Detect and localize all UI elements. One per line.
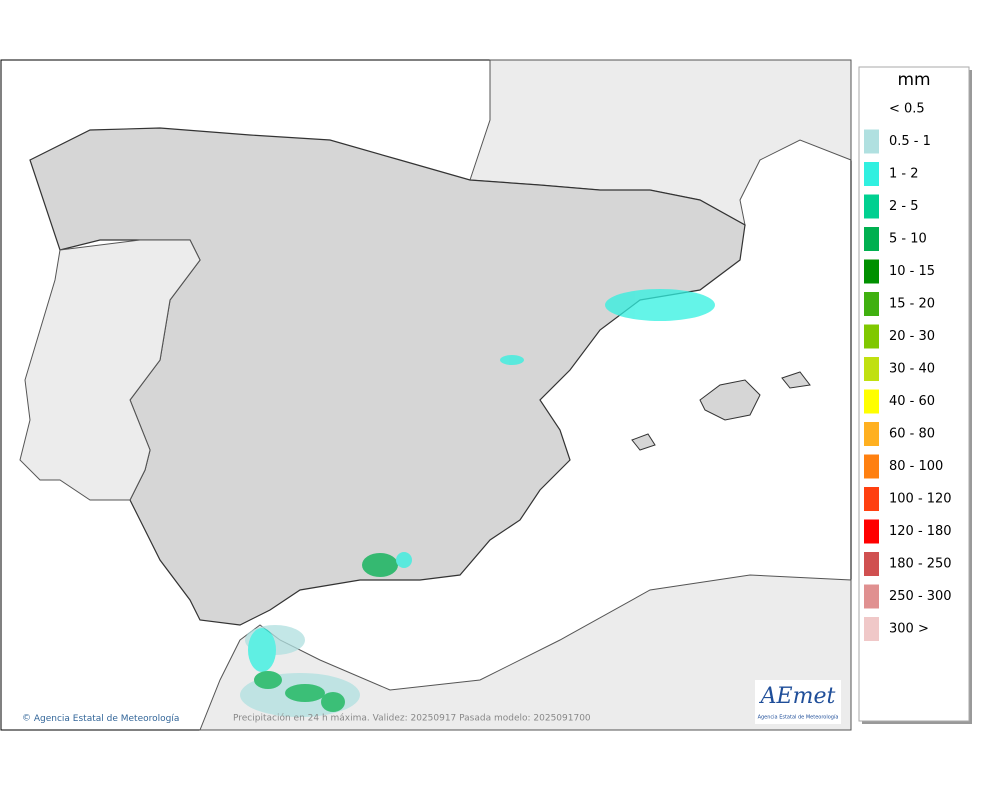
legend-label: 80 - 100 [889,459,943,474]
mallorca [699,379,761,421]
precip-area [254,671,282,689]
legend-swatch [864,389,879,414]
legend-label: 2 - 5 [889,199,919,214]
legend-swatch [864,519,879,544]
legend-label: 1 - 2 [889,167,919,182]
legend-swatch [864,292,879,316]
legend-label: < 0.5 [889,102,925,117]
logo: AEmet [759,684,836,709]
legend: mm < 0.5 0.5 - 1 1 - 2 2 - 5 5 - 10 10 - 15 15… [858,66,972,724]
legend-label: 30 - 40 [889,362,935,377]
precip-area [396,552,412,568]
legend-label: 100 - 120 [889,492,952,507]
precip-area [285,684,325,702]
caption: Precipitación en 24 h máxima. Validez: 2… [233,713,591,724]
map: © Agencia Estatal de Meteorología Precip… [0,59,852,731]
legend-label: 40 - 60 [889,394,935,409]
legend-swatch [864,194,879,219]
ibiza [631,433,656,451]
menorca [781,371,811,389]
precip-area [500,355,524,365]
legend-swatch [864,129,879,154]
legend-swatch [864,584,879,609]
legend-label: 300 > [889,622,929,637]
legend-swatch [864,617,879,641]
credit: © Agencia Estatal de Meteorología [22,714,179,724]
legend-label: 250 - 300 [889,589,952,604]
legend-swatch [864,357,879,381]
legend-label: 120 - 180 [889,524,952,539]
logo-subtitle: Agencia Estatal de Meteorología [758,714,839,721]
legend-title: mm [897,70,930,90]
legend-label: 20 - 30 [889,329,935,344]
legend-label: 180 - 250 [889,557,952,572]
precip-area [248,628,276,672]
legend-label: 5 - 10 [889,232,927,247]
logo-box [755,680,841,724]
legend-swatch [864,259,879,284]
legend-swatch [864,487,879,511]
precip-area [362,553,398,577]
legend-swatch [864,324,879,349]
precip-area [321,692,345,712]
legend-swatch [864,552,879,576]
precip-area [605,289,715,321]
credit-text: Agencia Estatal de Meteorología [34,714,180,724]
legend-label: 10 - 15 [889,264,935,279]
portugal [19,239,201,501]
legend-swatch [864,162,879,186]
legend-label: 60 - 80 [889,427,935,442]
legend-swatch [864,454,879,479]
legend-swatch [864,227,879,251]
legend-label: 0.5 - 1 [889,134,931,149]
legend-label: 15 - 20 [889,297,935,312]
legend-swatch [864,422,879,446]
precipitation-areas [240,289,715,717]
